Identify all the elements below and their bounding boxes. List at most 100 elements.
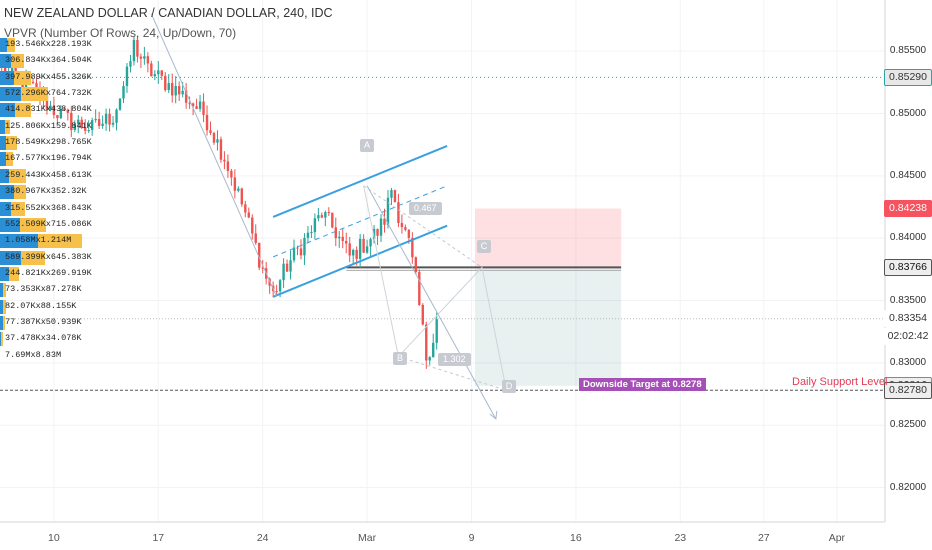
candle-body [160, 70, 163, 76]
volume-profile-label: 259.443Kx458.613K [5, 169, 92, 180]
candle-body [188, 102, 191, 104]
candle-body [157, 70, 160, 75]
candle-body [132, 39, 136, 62]
vpvr-indicator-label[interactable]: VPVR (Number Of Rows, 24, Up/Down, 70) [4, 26, 237, 40]
point-a-label: A [360, 139, 374, 152]
volume-sell-bar [1, 332, 3, 347]
trend-arrow-line [150, 13, 278, 297]
volume-buy-bar [0, 136, 7, 151]
price-tick-label: 0.85500 [889, 45, 927, 57]
time-tick-label: Mar [358, 532, 377, 544]
abcd-pattern [363, 185, 507, 391]
candle-body [331, 212, 334, 228]
time-tick-label: 17 [152, 532, 165, 544]
candle-body [181, 90, 184, 95]
price-tag: 02:02:42 [884, 327, 932, 345]
volume-profile-label: 397.989Kx455.326K [5, 71, 92, 82]
price-tick-label: 0.84000 [889, 232, 927, 244]
volume-sell-bar [6, 136, 18, 151]
candle-body [139, 56, 143, 59]
candle-body [10, 66, 14, 72]
candle-body [251, 217, 254, 234]
candle-body [285, 263, 289, 272]
candle-body [411, 237, 414, 258]
candle-body [118, 98, 122, 110]
candle-body [393, 190, 397, 203]
volume-sell-bar [2, 283, 6, 298]
candle-body [108, 113, 111, 125]
candle-body [63, 109, 66, 111]
volume-buy-bar [0, 54, 12, 69]
candle-body [31, 81, 35, 84]
volume-buy-bar [0, 283, 3, 298]
candle-body [351, 249, 355, 256]
candle-body [209, 130, 212, 134]
volume-profile-label: 380.967Kx352.32K [5, 186, 87, 197]
candle-body [77, 119, 80, 124]
candle-body [317, 215, 320, 219]
candle-body [313, 218, 317, 233]
candle-body [136, 39, 139, 57]
candle-body [150, 63, 153, 77]
candle-body [358, 238, 362, 259]
candle-body [237, 188, 240, 191]
candle-body [355, 249, 358, 259]
volume-profile-label: 1.058Mx1.214M [5, 235, 72, 246]
volume-buy-bar [0, 185, 14, 200]
target-arrowhead [489, 410, 498, 420]
candle-body [195, 106, 198, 109]
candle-body [244, 204, 247, 213]
candle-body [94, 118, 97, 121]
candle-body [45, 94, 49, 110]
candle-body [390, 190, 393, 198]
volume-profile-label: 572.296Kx764.732K [5, 88, 92, 99]
candle-body [425, 324, 428, 361]
volume-sell-bar [6, 152, 14, 167]
channel-upper-line [272, 144, 448, 218]
volume-buy-bar [0, 250, 22, 265]
candle-body [338, 236, 341, 239]
candle-body [198, 101, 202, 109]
candle-body [87, 130, 90, 132]
candle-body [400, 223, 404, 228]
volume-sell-bar [14, 70, 31, 85]
volume-sell-bar [21, 250, 45, 265]
volume-buy-bar [0, 168, 10, 183]
candle-body [240, 188, 244, 205]
volume-sell-bar [8, 266, 19, 281]
volume-sell-bar [2, 315, 5, 330]
candle-body [320, 215, 324, 218]
candle-body [97, 118, 101, 126]
candle-body [80, 119, 83, 129]
candle-body [341, 236, 344, 241]
candle-body [254, 233, 257, 243]
volume-sell-bar [6, 38, 16, 52]
candle-body [306, 232, 310, 238]
candle-body [418, 271, 421, 305]
candle-body [383, 218, 386, 225]
volume-profile-label: 178.549Kx298.765K [5, 137, 92, 148]
candle-body [226, 161, 230, 171]
price-tag: 0.83354 [884, 310, 932, 328]
price-tag: 0.84238 [884, 200, 932, 217]
candle-body [164, 75, 167, 91]
price-tick-label: 0.83000 [889, 356, 927, 368]
candle-body [275, 291, 278, 293]
volume-sell-bar [38, 234, 82, 249]
candle-body [348, 243, 351, 256]
point-d-label: D [502, 380, 516, 393]
candle-body [421, 304, 424, 325]
volume-buy-bar [0, 266, 9, 281]
volume-buy-bar [0, 234, 39, 249]
candle-body [414, 257, 418, 272]
candle-body [122, 85, 125, 99]
candle-body [153, 74, 157, 77]
candle-body [230, 170, 233, 178]
position-zones [474, 208, 622, 386]
candle-body [174, 86, 177, 96]
volume-profile-label: 37.478Kx34.078K [5, 333, 82, 344]
volume-buy-bar [0, 217, 20, 232]
candle-body [70, 112, 73, 130]
